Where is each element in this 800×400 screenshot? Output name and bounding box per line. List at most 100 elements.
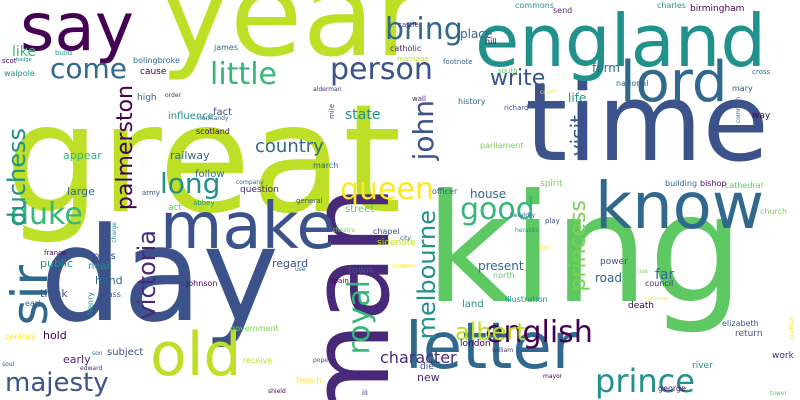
word-royal: royal bbox=[342, 280, 377, 355]
word-church: church bbox=[760, 207, 788, 216]
word-country: country bbox=[255, 136, 324, 157]
word-way: way bbox=[752, 111, 771, 121]
word-write: write bbox=[490, 66, 546, 91]
word-mile: mile bbox=[328, 104, 336, 120]
word-chapel: chapel bbox=[373, 227, 400, 236]
word-old: old bbox=[150, 320, 242, 390]
word-shield: shield bbox=[268, 388, 286, 395]
word-make: make bbox=[160, 190, 336, 264]
word-pass: pass bbox=[93, 251, 116, 262]
word-marriage: marriage bbox=[397, 55, 429, 63]
word-street: street bbox=[345, 204, 375, 215]
word-hand: hand bbox=[95, 274, 123, 287]
word-james: james bbox=[214, 43, 239, 52]
word-english: english bbox=[485, 315, 593, 350]
word-spain: spain bbox=[330, 277, 349, 285]
word-henry: henry bbox=[86, 292, 95, 316]
word-public: public bbox=[40, 257, 74, 270]
word-act: act bbox=[168, 203, 182, 213]
word-france: france bbox=[44, 249, 67, 257]
word-prisoner: prisoner bbox=[648, 296, 669, 302]
word-palmerston: palmerston bbox=[113, 85, 138, 211]
word-son: son bbox=[92, 350, 103, 357]
word-french: french bbox=[296, 376, 322, 385]
word-scot: scot bbox=[2, 57, 17, 65]
word-scottish: scottish bbox=[789, 316, 796, 340]
word-princess: princess bbox=[566, 200, 591, 292]
word-great: great bbox=[5, 73, 402, 247]
word-birmingham: birmingham bbox=[690, 4, 745, 14]
word-road: road bbox=[595, 271, 622, 285]
word-army: army bbox=[142, 189, 161, 197]
word-council: council bbox=[645, 279, 674, 288]
word-letter: letter bbox=[405, 310, 579, 384]
word-soul: soul bbox=[2, 361, 15, 368]
word-charles: charles bbox=[657, 1, 686, 10]
word-lion: lion bbox=[540, 245, 551, 252]
word-elizabeth: elizabeth bbox=[722, 319, 759, 328]
word-common: common bbox=[735, 97, 742, 124]
word-prince: prince bbox=[595, 362, 695, 400]
word-form: form bbox=[592, 61, 620, 75]
word-century: century bbox=[5, 332, 36, 341]
word-fact: fact bbox=[213, 107, 233, 118]
word-pope: pope bbox=[313, 357, 328, 364]
word-catholic: catholic bbox=[390, 44, 422, 53]
word-theatre: theatre bbox=[333, 227, 355, 234]
word-house: house bbox=[470, 187, 507, 201]
word-george: george bbox=[658, 384, 687, 393]
word-time: time bbox=[525, 61, 770, 186]
word-near: near bbox=[88, 261, 111, 272]
word-abbey: abbey bbox=[193, 199, 215, 207]
word-castle: castle bbox=[398, 21, 419, 29]
word-death: death bbox=[628, 301, 654, 311]
word-albert: albert bbox=[455, 318, 526, 346]
word-cross: cross bbox=[752, 68, 771, 76]
word-london: london bbox=[460, 339, 491, 349]
word-king: king bbox=[425, 163, 744, 337]
word-bishop: bishop bbox=[700, 179, 727, 188]
word-mary: mary bbox=[732, 84, 753, 93]
word-footnote: footnote bbox=[443, 58, 473, 66]
word-river: river bbox=[692, 361, 713, 371]
word-court: court bbox=[540, 89, 556, 96]
word-land: land bbox=[462, 299, 484, 310]
word-lord: lord bbox=[620, 50, 728, 115]
word-history: history bbox=[458, 97, 486, 106]
word-walpole: walpole bbox=[4, 69, 35, 78]
word-like: like bbox=[12, 44, 37, 60]
word-tower: tower bbox=[770, 390, 788, 397]
word-person: person bbox=[330, 52, 433, 87]
word-duchess: duchess bbox=[3, 128, 31, 227]
word-national: national bbox=[616, 79, 649, 88]
word-earl: earl bbox=[25, 299, 41, 308]
word-charge: charge bbox=[111, 222, 118, 243]
word-large: large bbox=[67, 185, 95, 198]
word-cause: cause bbox=[140, 67, 167, 77]
word-normandy: normandy bbox=[198, 115, 229, 122]
word-work: work bbox=[772, 351, 794, 361]
word-build: build bbox=[55, 49, 73, 57]
word-railway: railway bbox=[170, 149, 210, 162]
word-majesty: majesty bbox=[5, 368, 109, 398]
word-state: state bbox=[345, 107, 381, 123]
word-day: day bbox=[40, 199, 280, 351]
word-receive: receive bbox=[243, 356, 273, 365]
word-city: city bbox=[400, 235, 411, 242]
word-duke: duke bbox=[10, 197, 83, 232]
word-william: william bbox=[492, 347, 514, 354]
word-wall: wall bbox=[412, 95, 426, 103]
word-melbourne: melbourne bbox=[413, 210, 441, 340]
word-present: present bbox=[478, 259, 524, 273]
word-badge: badge bbox=[16, 57, 32, 63]
word-mayor: mayor bbox=[543, 373, 563, 380]
word-influence: influence bbox=[168, 111, 214, 122]
word-follow: follow bbox=[195, 169, 225, 180]
word-order: order bbox=[165, 92, 181, 99]
word-general: general bbox=[296, 197, 323, 205]
word-subject: subject bbox=[107, 347, 144, 358]
word-johnson: johnson bbox=[186, 279, 218, 288]
word-victoria: victoria bbox=[133, 230, 161, 320]
word-north: north bbox=[493, 271, 515, 280]
